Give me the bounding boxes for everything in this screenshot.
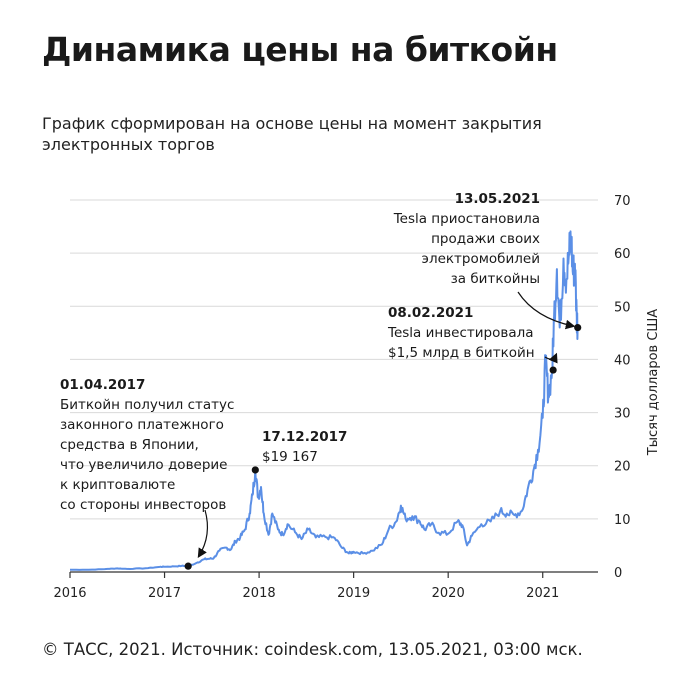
series-line-btc	[70, 230, 579, 571]
y-tick-10: 10	[614, 513, 631, 528]
annotation-text-line: электромобилей	[422, 251, 540, 267]
annotation-date: 17.12.2017	[262, 429, 347, 445]
event-marker	[549, 366, 557, 374]
annotation-text-line: законного платежного	[60, 417, 224, 433]
annotation-01.04.2017: 01.04.2017 Биткойн получил статус законног…	[60, 377, 234, 570]
y-tick-70: 70	[614, 194, 631, 209]
annotation-13.05.2021: 13.05.2021 Tesla приостановила продажи сво…	[393, 191, 582, 332]
annotation-layer: 01.04.2017 Биткойн получил статус законног…	[60, 191, 582, 570]
annotation-date: 13.05.2021	[455, 191, 540, 207]
x-tick-2018: 2018	[243, 586, 276, 601]
annotation-text-line: продажи своих	[431, 231, 540, 247]
annotation-arrow	[544, 352, 558, 364]
tick-layer: 0 10 20 30 40 50 60 70 2016 2017 2018 2019 2020 2021	[53, 194, 630, 601]
x-tick-2016: 2016	[53, 586, 86, 601]
event-marker	[251, 466, 259, 474]
source-footer: © ТАСС, 2021. Источник: coindesk.com, 13…	[42, 640, 583, 659]
annotation-text-line: $1,5 млрд в биткойн	[388, 345, 535, 361]
annotation-arrow	[517, 291, 576, 330]
annotation-17.12.2017: 17.12.2017 $19 167	[251, 429, 347, 474]
annotation-date: 08.02.2021	[388, 305, 473, 321]
y-tick-0: 0	[614, 566, 622, 581]
annotation-text-line: Tesla инвестировала	[387, 325, 534, 341]
x-tick-2020: 2020	[432, 586, 465, 601]
annotation-text-line: Биткойн получил статус	[60, 397, 234, 413]
annotation-text-line: к криптовалюте	[60, 477, 175, 493]
y-axis-label: Тысяч долларов США	[646, 309, 661, 456]
event-marker	[184, 562, 192, 570]
x-tick-2017: 2017	[148, 586, 181, 601]
annotation-text-line: что увеличило доверие	[60, 457, 227, 473]
y-tick-60: 60	[614, 247, 631, 262]
chart-title: Динамика цены на биткойн	[42, 30, 558, 69]
annotation-08.02.2021: 08.02.2021 Tesla инвестировала $1,5 млрд в…	[387, 305, 558, 374]
annotation-text-line: со стороны инвесторов	[60, 497, 226, 513]
annotation-text-line: Tesla приостановила	[393, 211, 540, 227]
y-tick-20: 20	[614, 460, 631, 475]
y-tick-40: 40	[614, 353, 631, 368]
grid-layer	[70, 199, 598, 573]
y-tick-50: 50	[614, 300, 631, 315]
chart-subtitle: График сформирован на основе цены на мом…	[42, 114, 542, 154]
x-tick-2021: 2021	[526, 586, 559, 601]
event-marker	[574, 323, 582, 332]
annotation-text-line: $19 167	[262, 449, 318, 465]
annotation-date: 01.04.2017	[60, 377, 145, 393]
annotation-text-line: за биткойны	[451, 271, 540, 287]
y-tick-30: 30	[614, 407, 631, 422]
annotation-arrow	[197, 509, 209, 559]
annotation-text-line: средства в Японии,	[60, 437, 199, 453]
x-tick-2019: 2019	[337, 586, 370, 601]
